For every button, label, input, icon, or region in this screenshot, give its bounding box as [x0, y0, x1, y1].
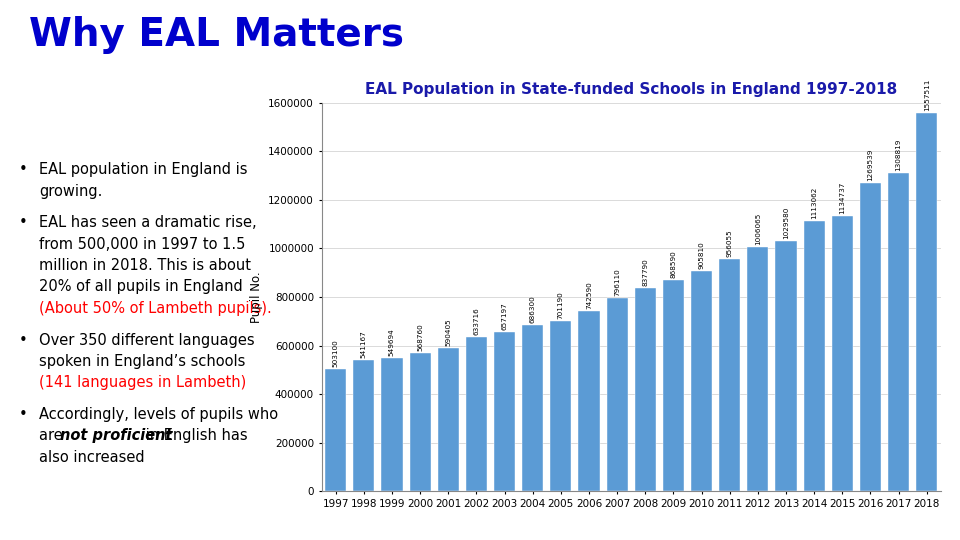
Text: 541167: 541167: [361, 330, 367, 358]
Bar: [466, 338, 487, 491]
Text: 503100: 503100: [333, 340, 339, 367]
Text: (About 50% of Lambeth pupils).: (About 50% of Lambeth pupils).: [39, 301, 272, 316]
Bar: [353, 360, 374, 491]
Text: •: •: [19, 333, 28, 348]
Bar: [410, 353, 431, 491]
Bar: [494, 332, 516, 491]
Text: 1134737: 1134737: [839, 181, 846, 214]
Text: 701190: 701190: [558, 291, 564, 319]
Text: •: •: [19, 407, 28, 422]
Bar: [662, 280, 684, 491]
Text: Accordingly, levels of pupils who: Accordingly, levels of pupils who: [39, 407, 278, 422]
Bar: [916, 113, 937, 491]
Text: 20% of all pupils in England: 20% of all pupils in England: [39, 279, 243, 294]
Text: growing.: growing.: [39, 184, 103, 199]
Text: 633716: 633716: [473, 308, 479, 335]
Text: 796110: 796110: [614, 268, 620, 296]
Text: 686300: 686300: [530, 295, 536, 323]
Text: 1006065: 1006065: [755, 213, 761, 245]
Bar: [831, 215, 852, 491]
Text: 657197: 657197: [501, 302, 508, 330]
Text: 837790: 837790: [642, 258, 648, 286]
Text: 1029580: 1029580: [783, 207, 789, 239]
Text: EAL population in England is: EAL population in England is: [39, 162, 248, 177]
Text: spoken in England’s schools: spoken in England’s schools: [39, 354, 246, 369]
Bar: [804, 221, 825, 491]
Bar: [860, 183, 881, 491]
Bar: [579, 311, 600, 491]
Bar: [325, 369, 347, 491]
Text: 1308819: 1308819: [896, 139, 901, 171]
Text: (141 languages in Lambeth): (141 languages in Lambeth): [39, 375, 247, 390]
Bar: [607, 298, 628, 491]
Bar: [719, 259, 740, 491]
Text: 1113062: 1113062: [811, 187, 817, 219]
Text: 905810: 905810: [699, 241, 705, 269]
Text: not proficient: not proficient: [60, 428, 173, 443]
Bar: [381, 358, 402, 491]
Bar: [888, 173, 909, 491]
Bar: [691, 271, 712, 491]
Text: 590405: 590405: [445, 318, 451, 346]
Text: 742590: 742590: [586, 281, 592, 309]
Text: 956055: 956055: [727, 230, 732, 257]
Text: 1557511: 1557511: [924, 79, 929, 111]
Text: Over 350 different languages: Over 350 different languages: [39, 333, 254, 348]
Text: also increased: also increased: [39, 450, 145, 465]
Bar: [635, 288, 656, 491]
Text: 568760: 568760: [417, 323, 423, 351]
Bar: [776, 241, 797, 491]
Bar: [522, 325, 543, 491]
Bar: [438, 348, 459, 491]
Text: 549694: 549694: [389, 328, 395, 356]
Bar: [747, 247, 768, 491]
Title: EAL Population in State-funded Schools in England 1997-2018: EAL Population in State-funded Schools i…: [365, 82, 898, 97]
Text: EAL has seen a dramatic rise,: EAL has seen a dramatic rise,: [39, 215, 256, 231]
Text: from 500,000 in 1997 to 1.5: from 500,000 in 1997 to 1.5: [39, 237, 246, 252]
Text: are: are: [39, 428, 67, 443]
Text: Why EAL Matters: Why EAL Matters: [29, 16, 404, 54]
Text: million in 2018. This is about: million in 2018. This is about: [39, 258, 251, 273]
Text: in English has: in English has: [141, 428, 248, 443]
Text: 1269539: 1269539: [868, 148, 874, 181]
Bar: [550, 321, 571, 491]
Text: •: •: [19, 215, 28, 231]
Text: •: •: [19, 162, 28, 177]
Text: 868590: 868590: [670, 251, 677, 279]
Y-axis label: Pupil No.: Pupil No.: [250, 271, 263, 323]
